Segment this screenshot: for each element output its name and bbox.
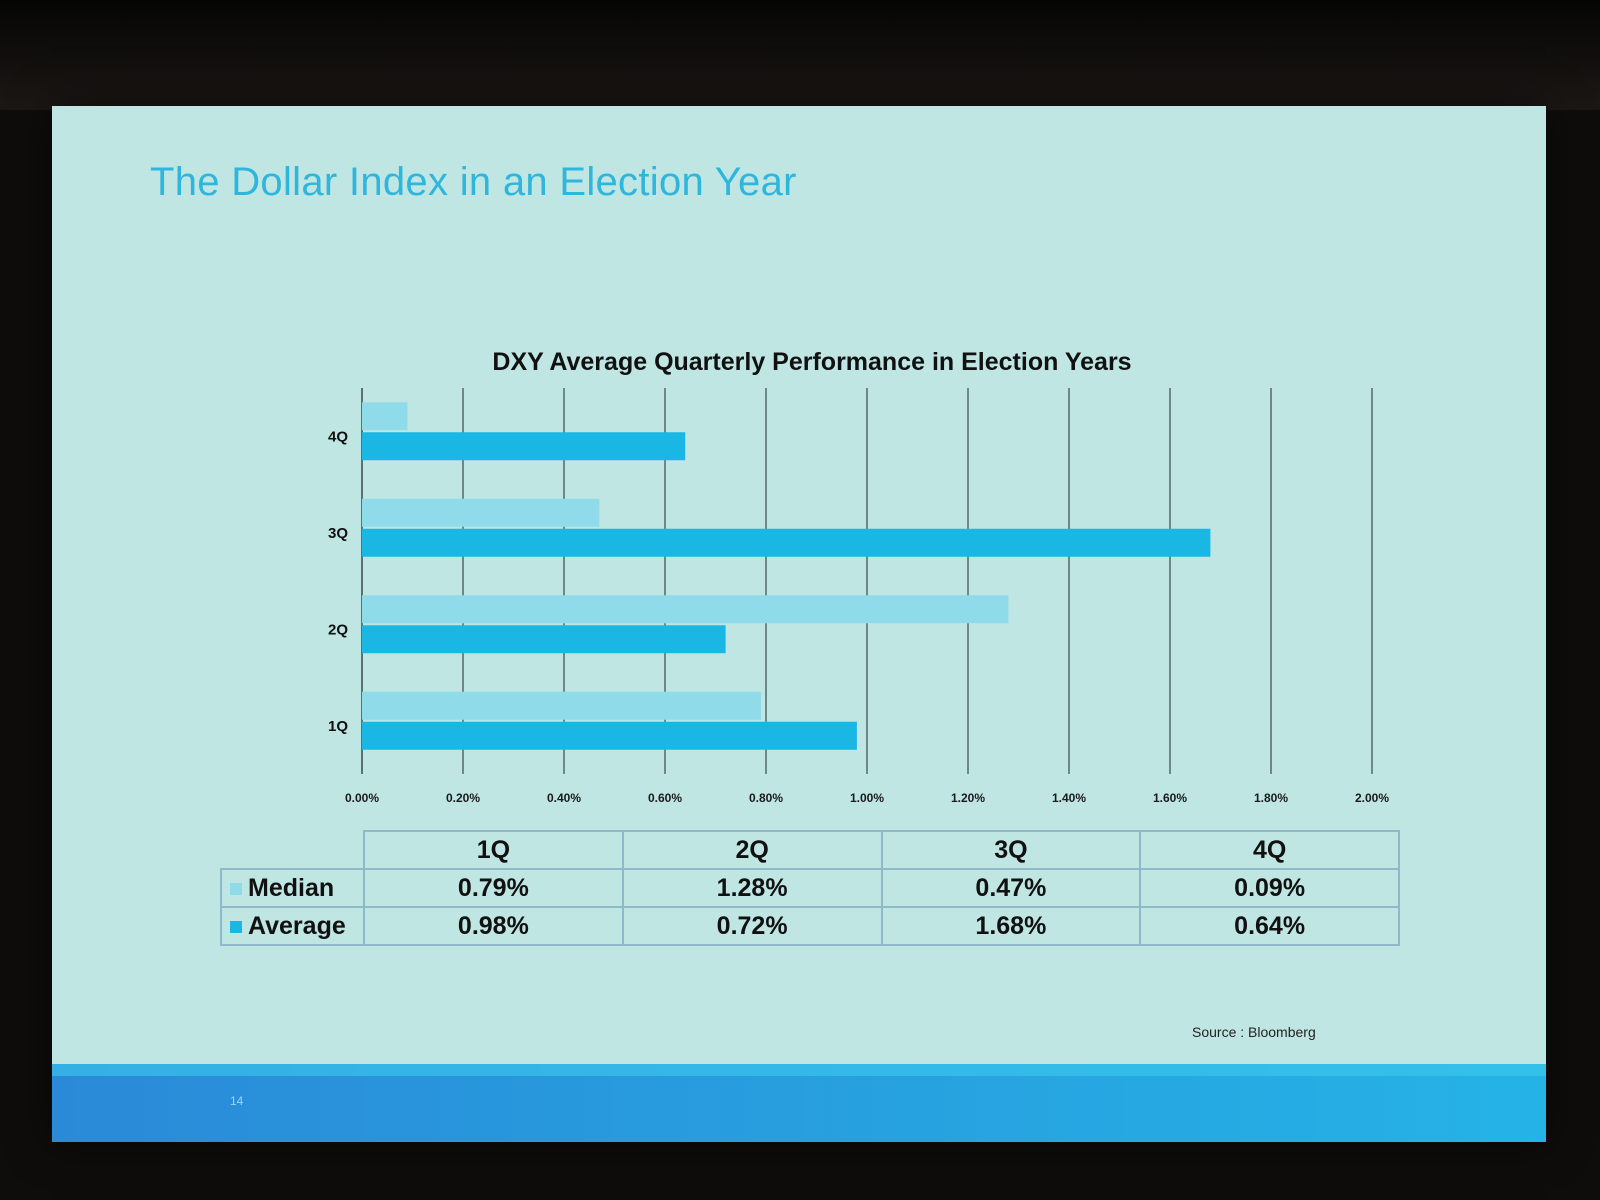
footer-bar: 14	[52, 1064, 1546, 1142]
legend-key-average	[230, 920, 242, 933]
data-cell: 1.28%	[621, 868, 883, 908]
data-cell: 0.98%	[363, 906, 624, 946]
data-table: 1Q 2Q 3Q 4Q Median 0.79% 1.28% 0.47% 0.0…	[220, 830, 1400, 946]
category-label: 2Q	[328, 621, 348, 638]
data-table-row-average: Average 0.98% 0.72% 1.68% 0.64%	[220, 906, 1400, 946]
legend-key-median	[230, 882, 242, 895]
data-cell: 0.72%	[621, 906, 883, 946]
data-table-header: 1Q	[363, 830, 624, 870]
data-cell: 0.09%	[1139, 868, 1400, 908]
x-tick-label: 2.00%	[1355, 791, 1389, 805]
data-table-header: 2Q	[621, 830, 883, 870]
bar-average	[362, 625, 726, 654]
category-label: 4Q	[328, 428, 348, 445]
data-table-corner	[221, 831, 365, 870]
data-cell: 1.68%	[880, 906, 1142, 946]
category-label: 3Q	[328, 525, 348, 542]
slide-number: 14	[230, 1094, 244, 1108]
data-table-header: 3Q	[880, 830, 1142, 870]
data-table-header-row: 1Q 2Q 3Q 4Q	[221, 830, 1400, 870]
data-table-row-median: Median 0.79% 1.28% 0.47% 0.09%	[220, 868, 1400, 908]
data-cell: 0.79%	[363, 868, 624, 908]
chart-title: DXY Average Quarterly Performance in Ele…	[492, 348, 1132, 376]
legend-median: Median	[220, 868, 365, 908]
x-tick-label: 0.40%	[547, 791, 581, 805]
legend-label-average: Average	[248, 911, 346, 940]
x-tick-label: 1.00%	[850, 791, 884, 805]
bar-average	[362, 528, 1211, 557]
bar-median	[362, 402, 408, 431]
data-cell: 0.64%	[1139, 906, 1400, 946]
data-cell: 0.47%	[880, 868, 1142, 908]
data-table-header: 4Q	[1139, 830, 1400, 870]
x-tick-label: 1.40%	[1052, 791, 1086, 805]
x-tick-label: 1.20%	[951, 791, 985, 805]
category-label: 1Q	[328, 718, 348, 735]
bar-median	[362, 498, 600, 527]
source-note: Source : Bloomberg	[1192, 1024, 1316, 1040]
x-tick-label: 1.80%	[1254, 791, 1288, 805]
bar-average	[362, 721, 857, 750]
bar-median	[362, 595, 1009, 624]
legend-label-median: Median	[248, 873, 335, 902]
slide: The Dollar Index in an Election Year DXY…	[52, 106, 1546, 1142]
x-tick-label: 1.60%	[1153, 791, 1187, 805]
x-tick-label: 0.00%	[345, 791, 379, 805]
bar-chart: 0.00% 0.20% 0.40% 0.60% 0.80% 1.00% 1.20% 1.40%…	[328, 388, 1389, 805]
bar-median	[362, 691, 761, 720]
background-dark	[0, 0, 1600, 110]
legend-average: Average	[220, 906, 365, 946]
slide-title: The Dollar Index in an Election Year	[150, 160, 797, 204]
x-tick-label: 0.60%	[648, 791, 682, 805]
footer-strip	[52, 1064, 1546, 1076]
x-tick-label: 0.20%	[446, 791, 480, 805]
bar-average	[362, 432, 686, 461]
x-tick-label: 0.80%	[749, 791, 783, 805]
